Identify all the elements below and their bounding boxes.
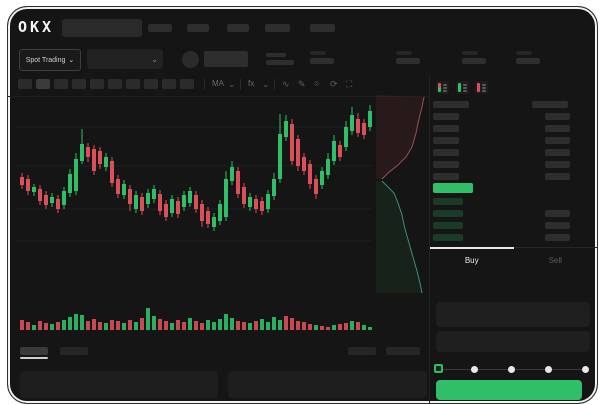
tab-sell[interactable]: Sell <box>548 255 562 265</box>
market-type-selector[interactable]: Spot Trading ⌄ <box>19 49 81 71</box>
bid-price-placeholder[interactable] <box>433 210 463 217</box>
depth-chart-area[interactable] <box>376 95 430 299</box>
candlestick-chart-area[interactable] <box>16 87 372 291</box>
slider-handle[interactable] <box>434 364 443 373</box>
bid-price-placeholder[interactable] <box>433 234 463 241</box>
timeframe-button[interactable] <box>54 79 68 89</box>
slider-stop-100[interactable] <box>582 366 589 373</box>
orderbook-price-header <box>433 101 469 108</box>
timeframe-button[interactable] <box>144 79 158 89</box>
ask-price-placeholder[interactable] <box>433 173 459 180</box>
fullscreen-icon[interactable]: ⛶ <box>346 79 353 89</box>
positions-panel <box>228 371 427 398</box>
volume-chart-area[interactable] <box>16 290 372 332</box>
ticker-stat-label <box>516 51 532 55</box>
nav-item-placeholder[interactable] <box>310 24 335 32</box>
toolbar-divider <box>240 79 241 90</box>
active-tab-underline <box>20 357 48 359</box>
timeframe-button[interactable] <box>126 79 140 89</box>
okx-trading-window: OKX Spot Trading ⌄ ⌄ <box>7 6 598 404</box>
ticker-stat-value <box>462 58 486 64</box>
ticker-stat-value <box>310 58 334 64</box>
nav-item-placeholder[interactable] <box>148 24 172 32</box>
ask-amount-placeholder <box>545 149 570 156</box>
chevron-down-icon[interactable]: ⌄ <box>262 79 270 89</box>
bottom-action-placeholder[interactable] <box>386 347 420 355</box>
timeframe-button[interactable] <box>90 79 104 89</box>
volume-chart <box>20 308 372 330</box>
orders-panel <box>20 371 218 398</box>
ask-amount-placeholder <box>545 173 570 180</box>
timeframe-button[interactable] <box>72 79 86 89</box>
bottom-action-placeholder[interactable] <box>348 347 376 355</box>
nav-item-placeholder[interactable] <box>265 24 290 32</box>
ask-amount-placeholder <box>545 125 570 132</box>
timeframe-button-active[interactable] <box>36 79 50 89</box>
ask-price-placeholder[interactable] <box>433 125 459 132</box>
bid-amount-placeholder <box>545 222 570 229</box>
orderbook-amount-header <box>532 101 568 108</box>
bid-amount-placeholder <box>545 210 570 217</box>
indicator-selector[interactable]: MA <box>212 79 224 88</box>
orderbook-view-bids-icon[interactable] <box>456 81 469 94</box>
amount-input[interactable] <box>436 331 590 352</box>
ticker-stat-label <box>462 51 478 55</box>
panel-divider <box>429 75 430 403</box>
pair-name-placeholder <box>204 51 248 67</box>
bid-price-placeholder[interactable] <box>433 198 463 205</box>
slider-stop-25[interactable] <box>471 366 478 373</box>
toolbar-divider <box>274 79 275 90</box>
price-label-placeholder <box>266 53 286 57</box>
depth-chart <box>376 95 425 294</box>
timeframe-button[interactable] <box>162 79 176 89</box>
candlestick-chart <box>16 105 372 242</box>
price-input[interactable] <box>436 302 590 327</box>
price-value-placeholder <box>266 60 294 65</box>
slider-stop-50[interactable] <box>508 366 515 373</box>
chevron-down-icon[interactable]: ⌄ <box>228 79 236 89</box>
timeframe-button[interactable] <box>18 79 32 89</box>
coin-icon <box>182 51 199 68</box>
overlay-selector[interactable]: fx <box>248 79 255 88</box>
ask-price-placeholder[interactable] <box>433 161 459 168</box>
ticker-stat-value <box>516 58 540 64</box>
ask-price-placeholder[interactable] <box>433 149 459 156</box>
tab-buy[interactable]: Buy <box>430 247 514 272</box>
ticker-stat-label <box>396 51 412 55</box>
toolbar-divider <box>204 79 205 90</box>
orderbook-view-asks-icon[interactable] <box>475 81 488 94</box>
bid-price-placeholder[interactable] <box>433 222 463 229</box>
screenshot-icon[interactable]: ⌾ <box>314 79 320 89</box>
bid-amount-placeholder <box>545 234 570 241</box>
timeframe-button[interactable] <box>180 79 194 89</box>
chevron-down-icon: ⌄ <box>68 57 75 64</box>
last-price-bar <box>433 183 473 193</box>
chart-toolbar: MA ⌄ fx ⌄ ∿ ✎ ⌾ ⟳ ⛶ <box>8 75 429 97</box>
line-chart-icon[interactable]: ∿ <box>282 79 290 89</box>
history-tab[interactable] <box>60 347 88 355</box>
ask-amount-placeholder <box>545 113 570 120</box>
slider-stop-75[interactable] <box>545 366 552 373</box>
ask-amount-placeholder <box>545 137 570 144</box>
ask-amount-placeholder <box>545 161 570 168</box>
search-input[interactable] <box>62 19 142 37</box>
buy-button[interactable] <box>436 380 582 400</box>
ticker-stat-label <box>310 51 326 55</box>
pair-dropdown[interactable]: ⌄ <box>87 49 163 69</box>
nav-item-placeholder[interactable] <box>187 24 209 32</box>
orderbook-view-both-icon[interactable] <box>436 81 449 94</box>
ask-price-placeholder[interactable] <box>433 113 459 120</box>
settings-icon[interactable]: ⟳ <box>330 79 338 89</box>
ask-price-placeholder[interactable] <box>433 137 459 144</box>
market-type-label: Spot Trading <box>25 56 66 64</box>
chevron-down-icon: ⌄ <box>151 54 158 64</box>
draw-tools-icon[interactable]: ✎ <box>298 79 306 89</box>
nav-item-placeholder[interactable] <box>227 24 249 32</box>
timeframe-button[interactable] <box>108 79 122 89</box>
okx-logo: OKX <box>18 18 55 36</box>
ticker-stat-value <box>396 58 420 64</box>
order-side-tabs: Buy Sell <box>430 247 597 272</box>
orders-tab-active[interactable] <box>20 347 48 355</box>
